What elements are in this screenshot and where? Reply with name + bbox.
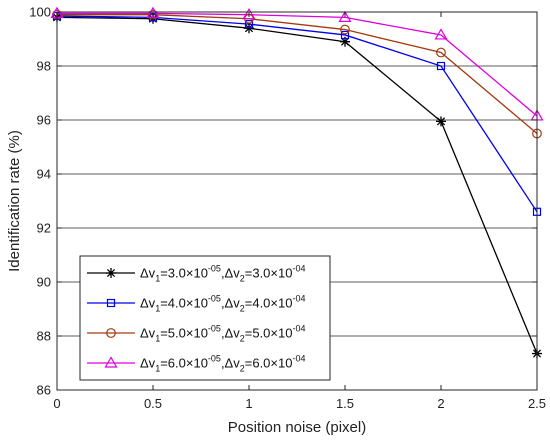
data-point bbox=[244, 20, 254, 29]
series-line bbox=[56, 15, 538, 213]
plot-area-frame bbox=[56, 11, 538, 391]
x-tick-label: 1.5 bbox=[336, 396, 354, 411]
data-point bbox=[242, 8, 256, 20]
legend: Δv1=3.0×10-05,Δv2=3.0×10-04 Δv1=4.0×10-05… bbox=[79, 255, 331, 381]
x-tick-label: 2.5 bbox=[528, 396, 546, 411]
y-tick-label: 86 bbox=[37, 383, 51, 398]
data-point bbox=[436, 61, 446, 71]
legend-item: Δv1=3.0×10-05,Δv2=3.0×10-04 bbox=[87, 264, 305, 284]
y-tick-label: 96 bbox=[37, 113, 51, 128]
x-axis-title: Position noise (pixel) bbox=[228, 419, 366, 436]
legend-label: Δv1=5.0×10-05,Δv2=5.0×10-04 bbox=[140, 324, 305, 344]
x-tick-label: 0.5 bbox=[144, 396, 162, 411]
legend-item: Δv1=5.0×10-05,Δv2=5.0×10-04 bbox=[87, 324, 305, 344]
y-tick-label: 90 bbox=[37, 275, 51, 290]
data-point bbox=[436, 47, 446, 58]
x-tick-label: 2 bbox=[437, 396, 444, 411]
legend-marker bbox=[104, 356, 118, 368]
data-point bbox=[340, 36, 350, 47]
y-tick-label: 92 bbox=[37, 221, 51, 236]
data-point bbox=[340, 24, 350, 35]
legend-item: Δv1=4.0×10-05,Δv2=4.0×10-04 bbox=[87, 294, 305, 314]
y-tick-label: 88 bbox=[37, 329, 51, 344]
legend-item: Δv1=6.0×10-05,Δv2=6.0×10-04 bbox=[87, 354, 305, 374]
y-tick-label: 94 bbox=[37, 167, 51, 182]
data-point bbox=[340, 30, 350, 40]
legend-marker bbox=[106, 328, 116, 338]
series-line bbox=[57, 14, 538, 134]
series-lines bbox=[56, 12, 538, 354]
data-point bbox=[434, 28, 448, 40]
axis-ticks: 86 88 90 92 94 96 98 100 0 0.5 1 1.5 2 2.5 bbox=[29, 5, 546, 412]
y-axis-title: Identification rate (%) bbox=[6, 130, 23, 272]
series-line bbox=[57, 12, 538, 117]
data-point bbox=[338, 10, 352, 22]
legend-marker bbox=[106, 298, 116, 308]
y-tick-label: 100 bbox=[29, 5, 51, 20]
legend-marker bbox=[106, 268, 116, 278]
y-tick-label: 98 bbox=[37, 59, 51, 74]
data-point bbox=[436, 116, 446, 127]
x-tick-label: 1 bbox=[245, 396, 252, 411]
series-line bbox=[56, 16, 538, 354]
legend-box bbox=[79, 255, 331, 381]
legend-label: Δv1=6.0×10-05,Δv2=6.0×10-04 bbox=[140, 354, 305, 374]
legend-label: Δv1=4.0×10-05,Δv2=4.0×10-04 bbox=[140, 294, 305, 314]
data-point bbox=[146, 6, 160, 18]
x-tick-label: 0 bbox=[53, 396, 60, 411]
legend-label: Δv1=3.0×10-05,Δv2=3.0×10-04 bbox=[140, 264, 305, 284]
